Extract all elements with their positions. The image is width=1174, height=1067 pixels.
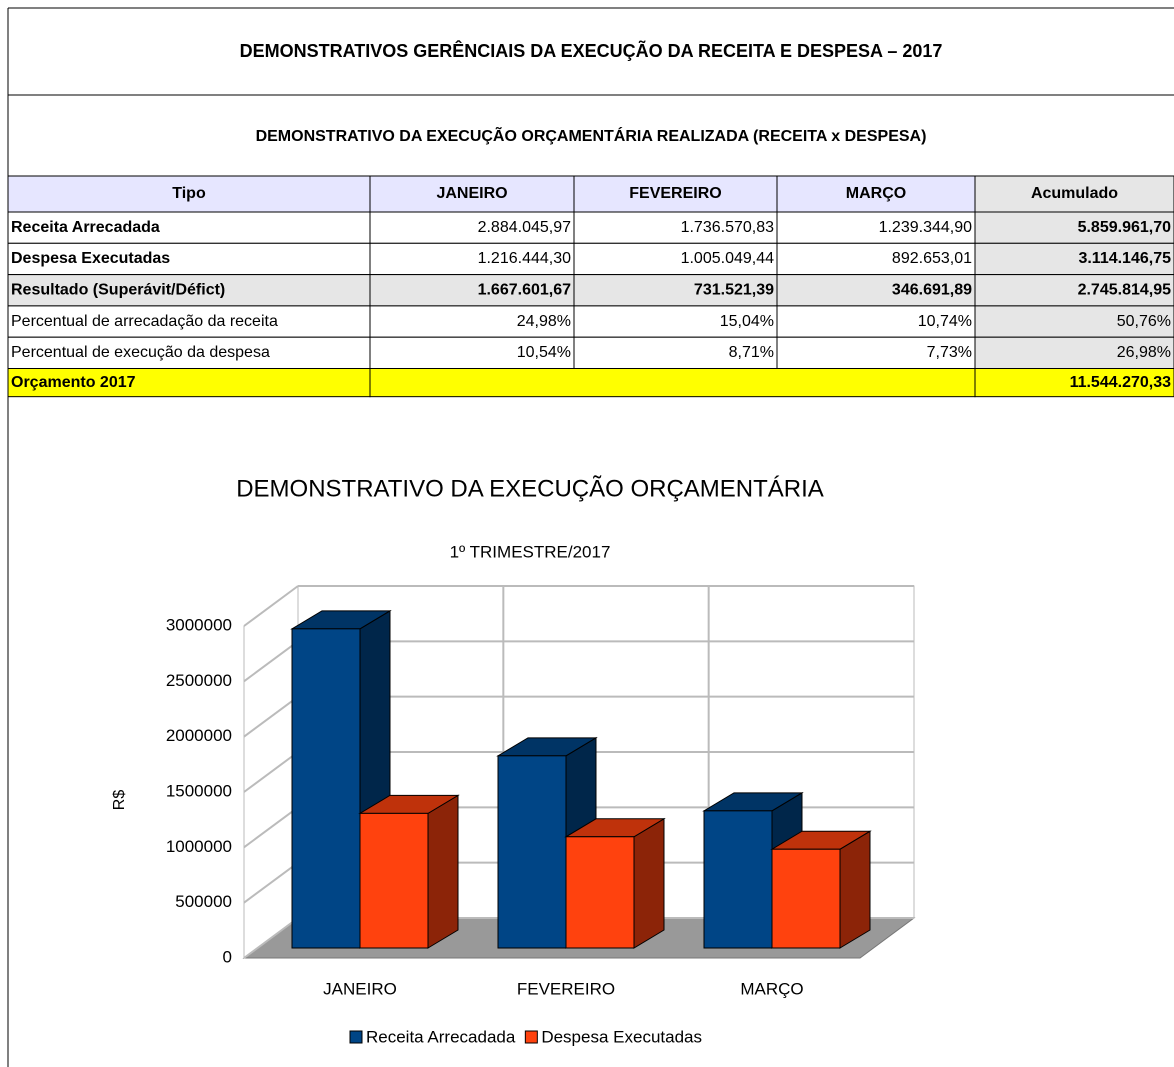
cell-value: 892.653,01	[892, 250, 972, 267]
table-cell	[573, 242, 778, 276]
table-cell	[7, 336, 371, 370]
bar	[771, 848, 841, 949]
cell-value: 10,54%	[517, 344, 571, 361]
column-header: JANEIRO	[436, 185, 507, 202]
bar	[497, 755, 567, 949]
cell-value: 3.114.146,75	[1078, 250, 1171, 267]
table-cell	[776, 242, 976, 276]
cell-value: 1.005.049,44	[681, 250, 775, 267]
table-cell	[369, 242, 575, 276]
grid-line	[243, 585, 299, 627]
grid-line	[243, 751, 299, 793]
column-header: Acumulado	[1031, 185, 1118, 202]
grid-line	[243, 917, 299, 959]
grid-line	[243, 861, 299, 904]
header-cell	[369, 175, 575, 213]
bar	[291, 628, 361, 949]
bar	[565, 836, 635, 949]
y-tick-label: 2000000	[166, 726, 232, 745]
y-axis-label: R$	[111, 790, 128, 811]
bar-side	[633, 817, 665, 949]
cell-value: 731.521,39	[694, 281, 774, 298]
row-label: Resultado (Superávit/Défict)	[11, 281, 225, 298]
x-tick-label: JANEIRO	[323, 979, 397, 998]
y-tick-label: 0	[223, 947, 232, 966]
title: DEMONSTRATIVOS GERÊNCIAIS DA EXECUÇÃO DA…	[240, 40, 943, 61]
budget-cell	[7, 368, 371, 398]
table-cell	[7, 211, 371, 244]
bar-side	[839, 830, 871, 949]
row-label: Percentual de arrecadação da receita	[11, 313, 278, 330]
budget-label: Orçamento 2017	[11, 374, 136, 391]
y-tick-label: 3000000	[166, 615, 232, 634]
budget-value: 11.544.270,33	[1070, 374, 1172, 391]
table-cell	[573, 274, 778, 307]
cell-value: 1.239.344,90	[879, 219, 973, 236]
cell-value: 2.884.045,97	[478, 219, 572, 236]
header-cell	[573, 175, 778, 213]
row-label: Receita Arrecadada	[11, 219, 160, 236]
table-cell	[974, 274, 1174, 307]
x-tick-label: MARÇO	[740, 979, 803, 998]
cell-value: 1.667.601,67	[478, 281, 572, 298]
bar-side	[427, 794, 459, 949]
table-cell	[369, 274, 575, 307]
cell-value: 7,73%	[927, 344, 972, 361]
table-cell	[974, 336, 1174, 370]
table-cell	[369, 336, 575, 370]
grid-line	[243, 806, 299, 849]
cell-value: 24,98%	[517, 313, 571, 330]
table-cell	[776, 336, 976, 370]
cell-value: 26,98%	[1117, 344, 1171, 361]
y-tick-label: 500000	[175, 892, 232, 911]
table-cell	[369, 305, 575, 338]
x-tick-label: FEVEREIRO	[517, 979, 615, 998]
chart-subtitle: 1º TRIMESTRE/2017	[450, 542, 611, 561]
table-cell	[974, 211, 1174, 244]
chart-title: DEMONSTRATIVO DA EXECUÇÃO ORÇAMENTÁRIA	[236, 475, 824, 502]
grid-line	[243, 695, 299, 738]
budget-cell	[369, 368, 976, 398]
header-cell	[7, 175, 371, 213]
cell-value: 5.859.961,70	[1078, 219, 1172, 236]
column-header: MARÇO	[846, 185, 906, 202]
table-cell	[974, 242, 1174, 276]
cell-value: 8,71%	[729, 344, 774, 361]
cell-value: 346.691,89	[892, 281, 972, 298]
bar	[703, 810, 773, 949]
table-cell	[369, 211, 575, 244]
cell-value: 1.736.570,83	[681, 219, 775, 236]
column-header: FEVEREIRO	[629, 185, 721, 202]
subtitle: DEMONSTRATIVO DA EXECUÇÃO ORÇAMENTÁRIA R…	[256, 125, 927, 145]
cell-value: 15,04%	[720, 313, 774, 330]
budget-cell	[974, 368, 1174, 398]
bar	[359, 812, 429, 949]
legend-swatch	[524, 1030, 538, 1044]
y-tick-label: 1000000	[166, 837, 232, 856]
cell-value: 1.216.444,30	[478, 250, 572, 267]
y-tick-label: 1500000	[166, 781, 232, 800]
legend-label: Despesa Executadas	[541, 1027, 702, 1046]
cell-value: 2.745.814,95	[1078, 281, 1172, 298]
table-cell	[7, 274, 371, 307]
cell-value: 10,74%	[918, 313, 972, 330]
legend-label: Receita Arrecadada	[366, 1027, 516, 1046]
row-label: Percentual de execução da despesa	[11, 344, 270, 361]
column-header: Tipo	[172, 185, 206, 202]
cell-value: 50,76%	[1117, 313, 1171, 330]
legend-swatch	[349, 1030, 363, 1044]
y-tick-label: 2500000	[166, 671, 232, 690]
table-cell	[7, 242, 371, 276]
grid-line	[243, 640, 299, 683]
row-label: Despesa Executadas	[11, 250, 170, 267]
table-cell	[776, 305, 976, 338]
